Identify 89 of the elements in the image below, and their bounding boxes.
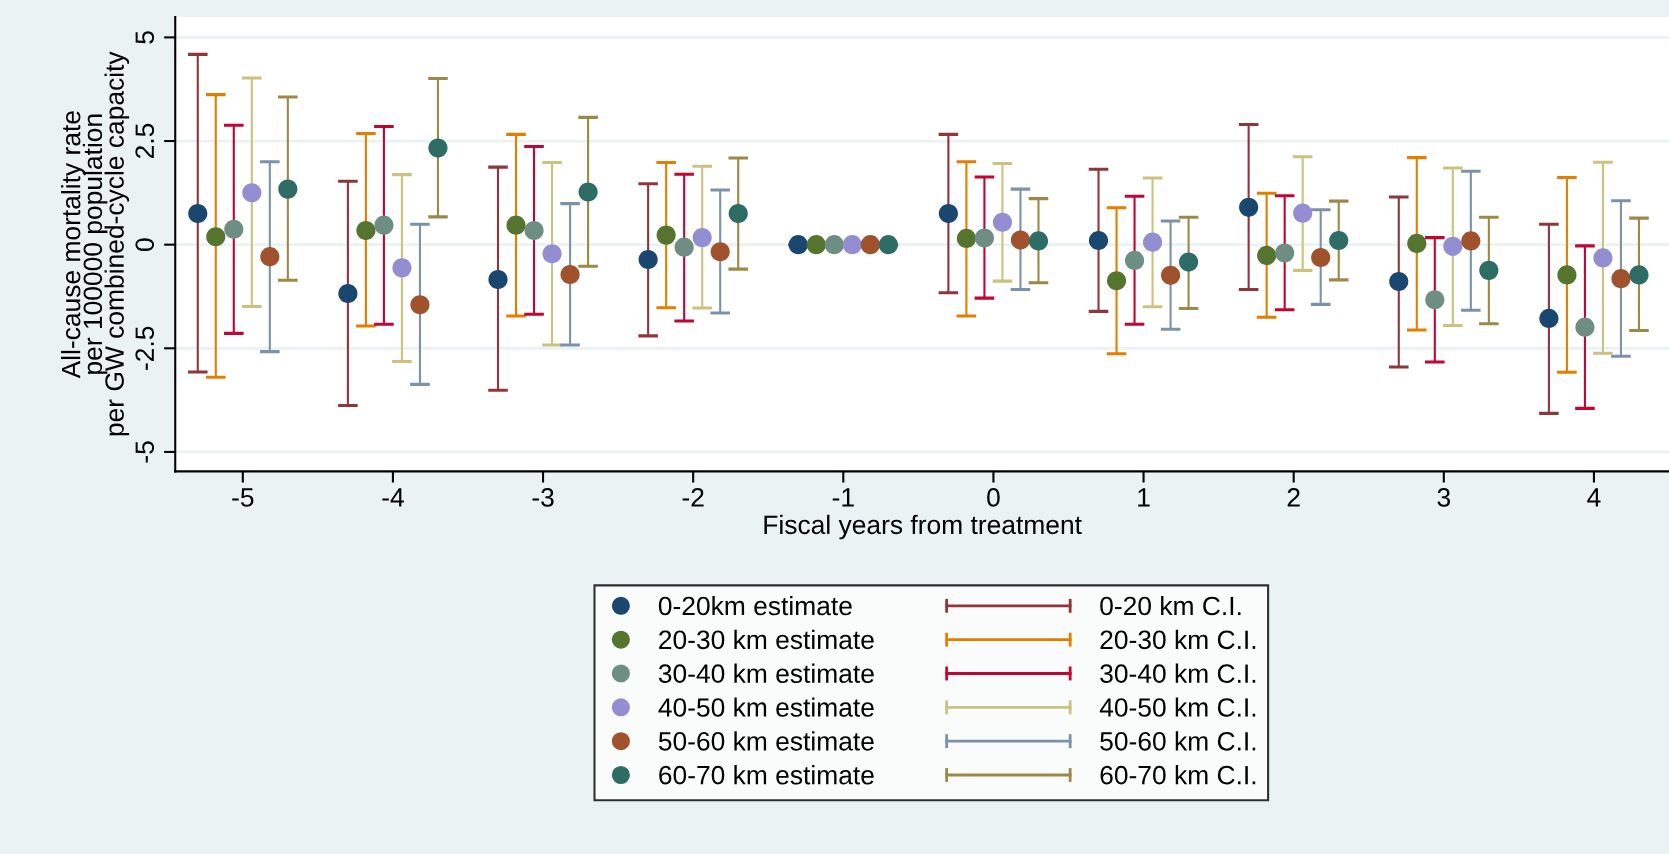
y-axis-title: All-cause mortality rate per 100000 population per GW combined-cycle capacity: [61, 51, 130, 436]
point: [1010, 230, 1031, 250]
legend-label: 50-60 km estimate: [658, 731, 874, 751]
point: [1088, 230, 1109, 251]
point: [392, 258, 412, 278]
x-tick-label: -3: [532, 488, 554, 507]
legend-label: 20-30 km C.I.: [1100, 629, 1256, 650]
point: [1611, 269, 1631, 289]
point: [506, 215, 526, 235]
point: [956, 228, 976, 249]
point: [806, 235, 826, 255]
point: [1275, 243, 1295, 263]
x-tick-label: 2: [1287, 488, 1300, 507]
point: [1425, 290, 1445, 310]
point: [1311, 247, 1331, 268]
legend-label: 30-40 km estimate: [658, 663, 874, 683]
x-tick-label: -2: [682, 488, 704, 507]
point: [1593, 248, 1613, 268]
point: [1179, 252, 1199, 272]
point: [278, 179, 298, 199]
x-tick-label: -1: [832, 488, 854, 507]
x-tick-label: 4: [1587, 488, 1601, 507]
point: [260, 247, 280, 267]
point: [224, 219, 244, 239]
y-tick-label: 5: [135, 31, 155, 44]
point: [824, 235, 844, 255]
point: [1443, 236, 1463, 256]
legend-label: 40-50 km C.I.: [1099, 697, 1256, 717]
x-tick-label: -4: [382, 488, 404, 507]
point: [206, 227, 226, 247]
point: [1106, 271, 1127, 291]
legend-label: 60-70 km C.I.: [1100, 765, 1256, 785]
point: [1389, 271, 1409, 292]
legend-label: 0-20 km C.I.: [1100, 595, 1241, 616]
y-tick-label: -2.5: [135, 326, 155, 370]
point: [356, 220, 376, 241]
legend-label: 50-60 km C.I.: [1100, 731, 1256, 751]
point: [1461, 231, 1481, 251]
point: [1557, 265, 1577, 285]
point: [674, 237, 694, 257]
point: [1539, 308, 1559, 329]
legend-label: 60-70 km estimate: [659, 765, 874, 785]
point: [1575, 317, 1595, 337]
x-tick-label: 3: [1437, 488, 1450, 507]
point: [710, 242, 730, 262]
point: [1479, 260, 1499, 280]
point: [656, 225, 676, 245]
x-axis-title: Fiscal years from treatment: [764, 514, 1082, 540]
point: [878, 235, 898, 255]
point: [938, 204, 958, 224]
point: [488, 269, 508, 290]
point: [692, 228, 712, 248]
point: [542, 244, 562, 264]
point: [242, 183, 262, 203]
point: [1239, 197, 1259, 217]
point: [410, 295, 430, 315]
x-tick-label: 1: [1138, 488, 1150, 507]
point: [188, 204, 208, 224]
point: [1257, 245, 1277, 266]
point: [338, 284, 358, 304]
point: [638, 250, 658, 270]
point: [788, 235, 808, 255]
point: [1407, 233, 1427, 253]
point: [374, 215, 394, 235]
point: [1124, 250, 1145, 270]
point: [992, 212, 1013, 232]
point: [1329, 230, 1349, 251]
point: [1629, 265, 1649, 285]
point: [1142, 232, 1163, 252]
point: [1161, 265, 1181, 285]
point: [524, 220, 544, 241]
legend-label: 30-40 km C.I.: [1100, 663, 1256, 683]
point: [428, 138, 448, 158]
point: [860, 235, 880, 255]
legend-label: 40-50 km estimate: [658, 697, 874, 717]
x-tick-label: 0: [987, 488, 1000, 507]
point: [578, 182, 598, 202]
point: [560, 264, 580, 285]
point: [842, 235, 862, 255]
point: [1028, 231, 1049, 251]
legend-label: 0-20km estimate: [658, 595, 852, 616]
point: [974, 228, 994, 248]
point: [1293, 203, 1313, 223]
legend-label: 20-30 km estimate: [659, 629, 874, 650]
x-tick-label: -5: [232, 488, 254, 507]
y-tick-label: 2.5: [135, 123, 155, 159]
y-tick-label: -5: [135, 441, 155, 463]
point: [728, 204, 748, 224]
y-tick-label: 0: [135, 238, 155, 251]
